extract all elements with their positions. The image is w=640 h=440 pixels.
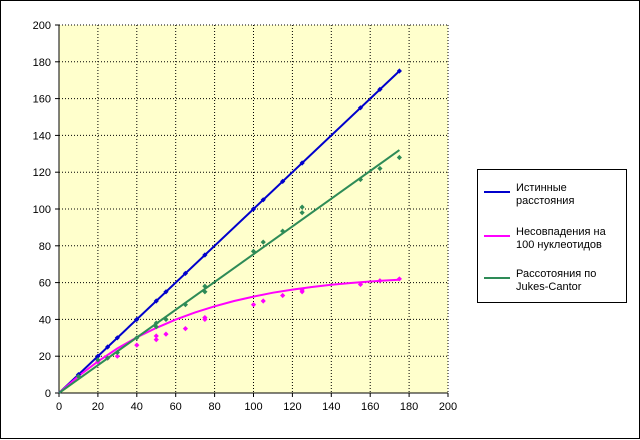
legend-swatch-mismatches [484,235,510,237]
data-point-mismatches [182,326,189,332]
series-line-mismatches [58,278,400,394]
x-tick-label: 160 [361,401,379,413]
data-point-mismatches [299,287,305,293]
y-tick-label: 140 [33,130,51,142]
data-point-jukes-cantor [153,324,159,330]
data-point-mismatches [260,298,266,304]
data-point-true-distances [134,316,140,322]
legend-swatch-true-distances [484,191,510,193]
data-point-mismatches [280,292,286,299]
data-point-jukes-cantor [357,176,364,183]
data-point-mismatches [250,302,257,308]
x-tick-label: 0 [56,401,62,413]
y-tick-label: 100 [33,204,51,216]
data-point-mismatches [134,342,140,348]
data-point-mismatches [357,281,364,288]
x-tick-label: 40 [131,401,143,413]
data-point-jukes-cantor [299,210,305,216]
data-point-mismatches [153,333,159,339]
data-point-true-distances [114,335,120,341]
data-point-mismatches [153,337,159,343]
data-point-jukes-cantor [396,154,402,161]
data-point-jukes-cantor [202,289,208,295]
data-point-jukes-cantor [182,302,189,308]
data-point-jukes-cantor [202,283,208,289]
data-point-true-distances [182,270,189,276]
y-tick-label: 120 [33,167,51,179]
data-point-jukes-cantor [95,357,101,363]
y-tick-label: 20 [39,351,51,363]
legend: Истинные расстояния Несовпадения на 100 … [477,169,627,303]
data-point-true-distances [153,298,159,304]
data-point-mismatches [396,276,402,282]
data-point-true-distances [280,178,286,184]
y-tick-label: 80 [39,241,51,253]
y-tick-label: 200 [33,20,51,32]
data-point-jukes-cantor [105,355,111,361]
data-point-jukes-cantor [114,349,120,356]
data-point-mismatches [377,278,383,284]
y-tick-label: 40 [39,314,51,326]
data-point-true-distances [357,105,364,111]
data-point-true-distances [396,68,402,74]
data-point-true-distances [202,252,208,258]
legend-item-mismatches: Несовпадения на 100 нуклеотидов [484,226,624,256]
data-point-jukes-cantor [280,228,286,234]
x-tick-label: 180 [400,401,418,413]
legend-item-true-distances: Истинные расстояния [484,182,624,212]
legend-label-mismatches: Несовпадения на 100 нуклеотидов [516,226,606,251]
data-point-jukes-cantor [134,335,140,341]
x-tick-label: 100 [244,401,262,413]
data-point-true-distances [250,206,257,212]
y-tick-label: 160 [33,94,51,106]
data-point-jukes-cantor [250,248,257,254]
data-point-jukes-cantor [299,204,305,210]
legend-swatch-jukes-cantor [484,277,510,279]
series-line-true-distances [58,70,401,394]
data-point-true-distances [377,86,383,92]
x-tick-label: 140 [322,401,340,413]
x-tick-label: 200 [439,401,457,413]
data-point-true-distances [163,289,169,295]
data-point-mismatches [202,314,208,321]
y-tick-label: 180 [33,57,51,69]
x-tick-label: 80 [208,401,220,413]
data-point-true-distances [95,353,101,359]
legend-label-jukes-cantor: Рассотояния по Jukes-Cantor [516,268,597,293]
data-point-jukes-cantor [75,373,82,380]
data-point-true-distances [299,160,305,166]
data-point-true-distances [260,197,266,203]
data-point-jukes-cantor [377,165,383,172]
y-tick-label: 0 [45,388,51,400]
data-point-jukes-cantor [153,320,159,326]
legend-item-jukes-cantor: Рассотояния по Jukes-Cantor [484,268,624,298]
data-point-jukes-cantor [163,316,169,322]
y-tick-label: 60 [39,278,51,290]
data-point-jukes-cantor [260,239,266,245]
data-point-mismatches [163,331,169,337]
x-tick-label: 120 [283,401,301,413]
data-point-true-distances [105,344,111,350]
x-tick-label: 60 [170,401,182,413]
data-point-mismatches [114,353,120,359]
x-tick-label: 20 [92,401,104,413]
legend-label-true-distances: Истинные расстояния [516,182,575,207]
